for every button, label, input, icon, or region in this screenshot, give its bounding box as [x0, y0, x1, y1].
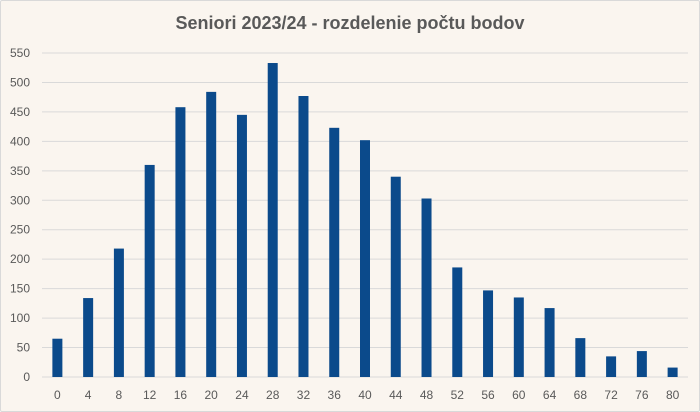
- y-tick-label: 350: [10, 164, 30, 178]
- bar-64: [544, 308, 555, 377]
- y-tick-label: 100: [10, 311, 30, 325]
- bar-20: [206, 91, 217, 377]
- x-tick-label: 48: [420, 388, 434, 402]
- x-tick-label: 16: [174, 388, 188, 402]
- bar-80: [667, 367, 678, 377]
- y-tick-label: 150: [10, 282, 30, 296]
- bar-12: [144, 164, 155, 377]
- y-tick-label: 300: [10, 193, 30, 207]
- bar-44: [390, 176, 401, 377]
- x-tick-label: 8: [116, 388, 123, 402]
- y-tick-label: 550: [10, 46, 30, 60]
- bar-28: [267, 63, 278, 377]
- bar-60: [513, 297, 524, 377]
- x-tick-label: 80: [666, 388, 680, 402]
- y-axis: 0 50 100 150 200 250 300 350 400 450 500 550: [10, 46, 30, 384]
- y-tick-label: 250: [10, 223, 30, 237]
- x-tick-label: 60: [512, 388, 526, 402]
- bar-16: [175, 107, 186, 378]
- x-tick-label: 52: [451, 388, 465, 402]
- y-tick-label: 0: [23, 370, 30, 384]
- bar-72: [606, 356, 617, 377]
- bar-68: [575, 338, 586, 377]
- bars: [52, 63, 678, 378]
- x-tick-label: 32: [297, 388, 311, 402]
- bar-0: [52, 338, 63, 377]
- bar-56: [483, 290, 494, 377]
- bar-52: [452, 267, 463, 377]
- bar-4: [83, 298, 94, 377]
- y-tick-label: 450: [10, 105, 30, 119]
- x-tick-label: 44: [389, 388, 403, 402]
- bar-76: [636, 351, 647, 377]
- x-axis: 0 4 8 12 16 20 24 28 32 36 40 44 48 52 56 60 64 68 72 76 80: [54, 388, 680, 402]
- chart-title: Seniori 2023/24 - rozdelenie počtu bodov: [175, 13, 525, 33]
- bar-8: [113, 248, 124, 377]
- x-tick-label: 36: [328, 388, 342, 402]
- y-tick-label: 400: [10, 134, 30, 148]
- x-tick-label: 12: [143, 388, 157, 402]
- x-tick-label: 68: [574, 388, 588, 402]
- bar-48: [421, 198, 432, 377]
- y-tick-label: 200: [10, 252, 30, 266]
- x-tick-label: 56: [481, 388, 495, 402]
- x-tick-label: 0: [54, 388, 61, 402]
- bar-24: [236, 114, 247, 377]
- x-tick-label: 24: [235, 388, 249, 402]
- bar-40: [360, 140, 370, 377]
- y-tick-label: 500: [10, 75, 30, 89]
- x-tick-label: 72: [604, 388, 618, 402]
- bar-36: [329, 127, 340, 377]
- x-tick-label: 4: [85, 388, 92, 402]
- x-tick-label: 20: [205, 388, 219, 402]
- x-tick-label: 28: [266, 388, 280, 402]
- x-tick-label: 40: [358, 388, 372, 402]
- bar-32: [298, 96, 309, 378]
- x-tick-label: 76: [635, 388, 649, 402]
- x-tick-label: 64: [543, 388, 557, 402]
- y-tick-label: 50: [17, 341, 31, 355]
